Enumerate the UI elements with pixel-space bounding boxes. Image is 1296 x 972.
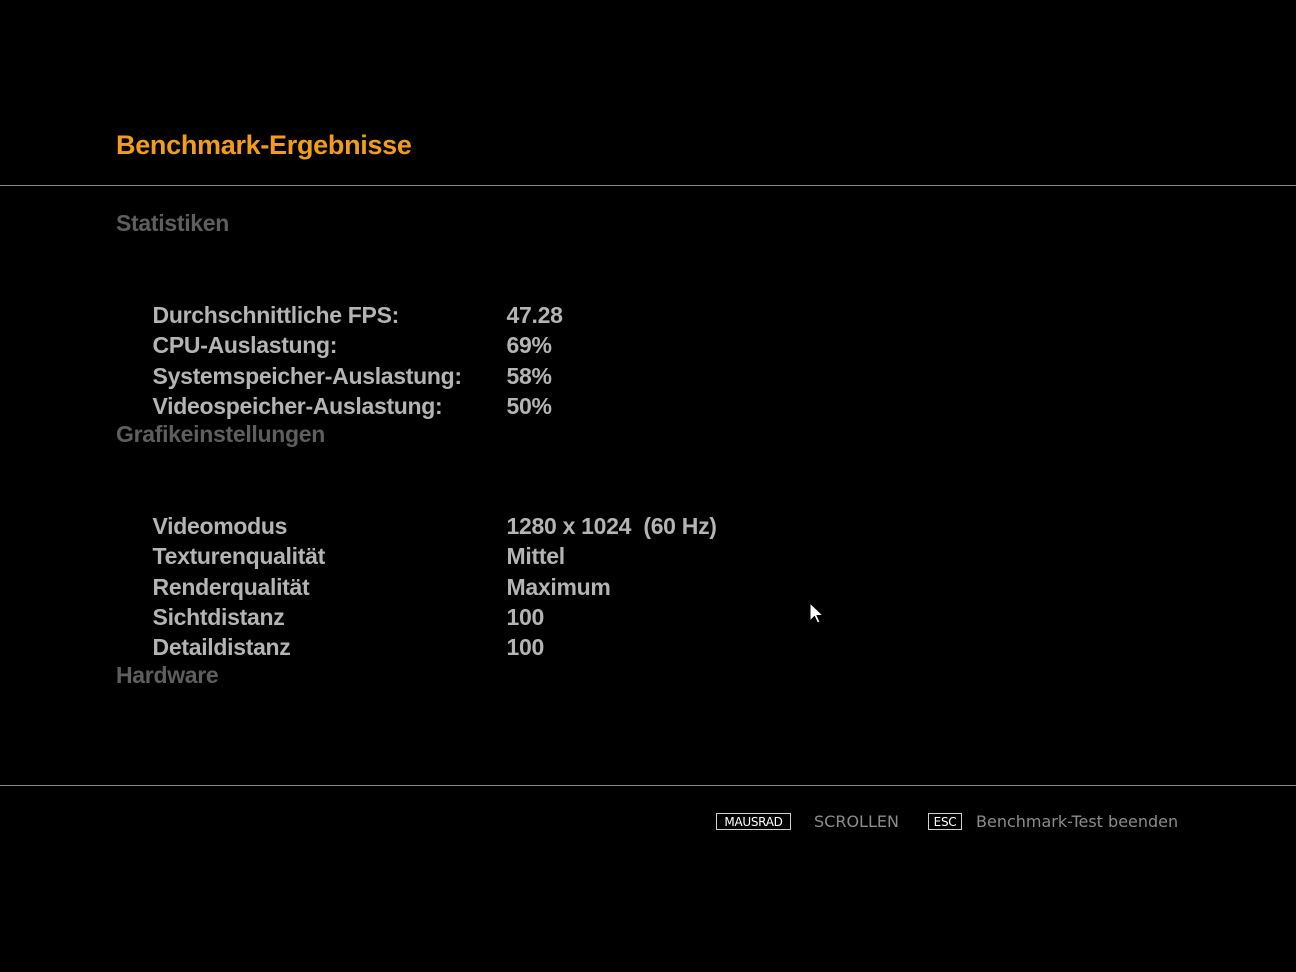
footer-divider xyxy=(0,785,1296,786)
setting-value: Mittel xyxy=(506,543,566,570)
stat-row-cpu-usage: CPU-Auslastung: 69% xyxy=(116,300,816,358)
stat-label: Systemspeicher-Auslastung: xyxy=(152,362,462,389)
setting-row-texture-quality: Texturenqualität Mittel xyxy=(116,511,816,569)
setting-value: 100 xyxy=(506,603,545,630)
setting-label: Renderqualität xyxy=(152,573,310,600)
esc-key-icon[interactable]: ESC xyxy=(928,813,962,830)
stat-value: 50% xyxy=(506,392,552,419)
graphics-settings-list: Videomodus 1280 x 1024 (60 Hz) Texturenqu… xyxy=(116,481,816,660)
stat-row-system-memory: Systemspeicher-Auslastung: 58% xyxy=(116,330,816,389)
statistics-list: Durchschnittliche FPS: 47.28 CPU-Auslastu… xyxy=(116,270,816,419)
setting-row-view-distance: Sichtdistanz 100 xyxy=(116,572,816,630)
page-title: Benchmark-Ergebnisse xyxy=(116,130,412,160)
setting-value: 100 xyxy=(506,633,545,660)
section-heading-hardware: Hardware xyxy=(116,662,219,688)
stat-value: 69% xyxy=(506,332,552,359)
stat-row-video-memory: Videospeicher-Auslastung: 50% xyxy=(116,361,816,419)
setting-label: Texturenqualität xyxy=(152,543,326,570)
setting-row-detail-distance: Detaildistanz 100 xyxy=(116,602,816,660)
mouse-pointer-icon xyxy=(809,602,825,624)
setting-value: 1280 x 1024 (60 Hz) xyxy=(506,513,717,540)
mousewheel-key-icon[interactable]: MAUSRAD xyxy=(716,813,791,830)
setting-row-render-quality: Renderqualität Maximum xyxy=(116,541,816,600)
section-heading-graphics-settings: Grafikeinstellungen xyxy=(116,421,326,447)
setting-label: Videomodus xyxy=(152,513,288,540)
stat-label: Durchschnittliche FPS: xyxy=(152,302,400,329)
stat-value: 47.28 xyxy=(506,302,563,329)
header-divider xyxy=(0,185,1296,186)
exit-benchmark-button[interactable]: Benchmark-Test beenden xyxy=(976,812,1179,831)
setting-row-video-mode: Videomodus 1280 x 1024 (60 Hz) xyxy=(116,481,816,539)
stat-value: 58% xyxy=(506,362,552,389)
setting-label: Sichtdistanz xyxy=(152,603,285,630)
setting-value: Maximum xyxy=(506,573,611,600)
stat-row-average-fps: Durchschnittliche FPS: 47.28 xyxy=(116,270,816,328)
stat-label: Videospeicher-Auslastung: xyxy=(152,392,443,419)
scroll-hint-label: SCROLLEN xyxy=(814,812,899,831)
setting-label: Detaildistanz xyxy=(152,633,291,660)
section-heading-statistics: Statistiken xyxy=(116,210,230,236)
stat-label: CPU-Auslastung: xyxy=(152,332,338,359)
